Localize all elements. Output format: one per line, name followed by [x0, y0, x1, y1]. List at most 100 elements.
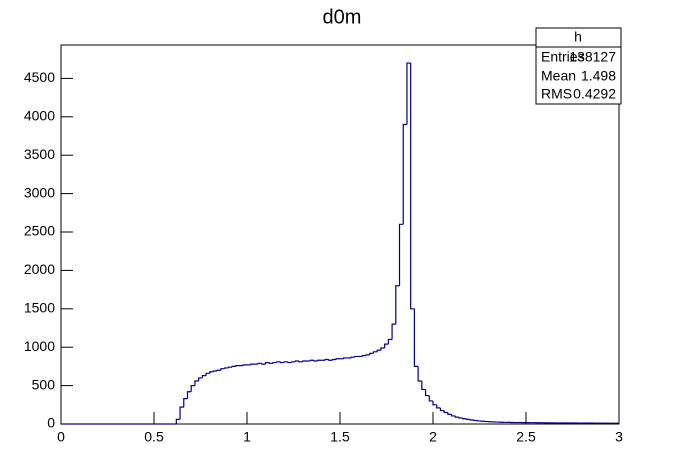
histogram-bin: [424, 389, 430, 397]
histogram-bin: [365, 354, 370, 356]
stats-label: Entries: [541, 49, 585, 65]
histogram-bin: [331, 358, 337, 361]
histogram-bin: [294, 360, 300, 362]
histogram-bin: [387, 338, 393, 345]
histogram-bin: [428, 395, 433, 402]
stats-value: 1.498: [581, 68, 616, 84]
x-tick-label: 0: [57, 429, 65, 445]
histogram-bin: [183, 398, 188, 408]
histogram-bin: [231, 365, 236, 368]
histogram-bin: [335, 358, 340, 360]
histogram-bin: [317, 359, 322, 362]
histogram-bin: [291, 361, 296, 363]
histogram-bin: [235, 365, 240, 367]
histogram-bin: [198, 377, 203, 381]
y-tick-label: 1500: [24, 300, 55, 316]
histogram-bin: [268, 362, 274, 364]
histogram-bin: [242, 364, 247, 366]
histogram-bin: [398, 223, 404, 286]
y-tick-label: 4000: [24, 108, 55, 124]
histogram-bin: [458, 417, 463, 419]
histogram-bin: [402, 123, 407, 225]
histogram-bin: [350, 356, 355, 358]
histogram-bin: [413, 308, 419, 368]
histogram-bin: [462, 418, 467, 420]
histogram-bin: [287, 361, 292, 364]
histogram-bin: [421, 380, 426, 391]
histogram-bin: [220, 368, 225, 371]
histogram-bin: [309, 359, 314, 362]
stats-label: RMS: [541, 86, 572, 102]
x-tick-label: 2: [429, 429, 437, 445]
histogram-bin: [261, 363, 266, 365]
histogram-bin: [201, 375, 207, 378]
histogram-bin: [391, 323, 396, 340]
histogram-bin: [432, 400, 437, 406]
histogram-bin: [216, 369, 221, 372]
histogram-bin: [372, 351, 378, 354]
histogram-bin: [250, 363, 255, 365]
histogram-bin: [369, 352, 374, 355]
x-tick-label: 1.5: [330, 429, 350, 445]
y-tick-label: 500: [32, 376, 56, 392]
histogram-bin: [265, 361, 270, 365]
histogram-bin: [376, 349, 381, 352]
histogram-bin: [384, 343, 389, 348]
histogram-bin: [406, 62, 411, 125]
histogram-bin: [302, 360, 307, 362]
histogram-bin: [343, 357, 348, 359]
y-tick-label: 2500: [24, 223, 55, 239]
histogram-bin: [361, 355, 367, 357]
histogram-bin: [354, 355, 359, 358]
histogram-bin: [454, 415, 460, 418]
histogram-bin: [380, 347, 385, 351]
stats-label: Mean: [541, 68, 576, 84]
histogram-bin: [279, 361, 285, 364]
y-tick-label: 2000: [24, 261, 55, 277]
stats-value: 0.4292: [573, 86, 616, 102]
histogram-bin: [436, 404, 441, 409]
histogram-bin: [313, 360, 318, 362]
histogram-bin: [410, 63, 415, 310]
histogram-bin: [447, 412, 452, 415]
histogram-bin: [417, 366, 422, 382]
histogram-bin: [324, 358, 329, 361]
histogram-bin: [439, 407, 445, 412]
chart-title: d0m: [323, 6, 362, 28]
histogram-bin: [443, 410, 448, 414]
histogram-bin: [227, 366, 233, 368]
histogram-bin: [276, 361, 281, 363]
x-tick-label: 2.5: [516, 429, 536, 445]
stats-value: 138127: [569, 49, 616, 65]
x-tick-label: 0.5: [144, 429, 164, 445]
y-tick-label: 3000: [24, 184, 55, 200]
stats-box: h Entries 138127 Mean 1.498 RMS 0.4292: [535, 27, 622, 105]
histogram-bin: [465, 418, 471, 420]
histogram-bin: [186, 391, 192, 399]
histogram-bin: [179, 406, 184, 420]
histogram-bin: [283, 361, 288, 363]
histogram-bin: [205, 372, 210, 376]
histogram-bin: [395, 285, 400, 325]
histogram-bin: [190, 385, 195, 392]
histogram-bin: [451, 414, 456, 417]
y-tick-label: 3500: [24, 146, 55, 162]
histogram-bin: [175, 418, 181, 424]
histogram-bin: [469, 419, 474, 421]
histogram-bin: [224, 367, 229, 369]
histogram-bin: [328, 359, 333, 361]
y-tick-label: 4500: [24, 69, 55, 85]
x-tick-label: 3: [615, 429, 623, 445]
stats-frame: [535, 27, 622, 105]
plot-frame: [60, 44, 620, 425]
y-tick-label: 0: [47, 415, 55, 431]
histogram-bin: [209, 371, 214, 374]
x-tick-label: 1: [243, 429, 251, 445]
histogram-bin: [194, 380, 199, 386]
stats-title: h: [574, 29, 582, 45]
histogram-bin: [257, 362, 262, 365]
histogram-bin: [272, 361, 277, 364]
y-tick-label: 1000: [24, 338, 55, 354]
histogram-bin: [298, 361, 303, 363]
